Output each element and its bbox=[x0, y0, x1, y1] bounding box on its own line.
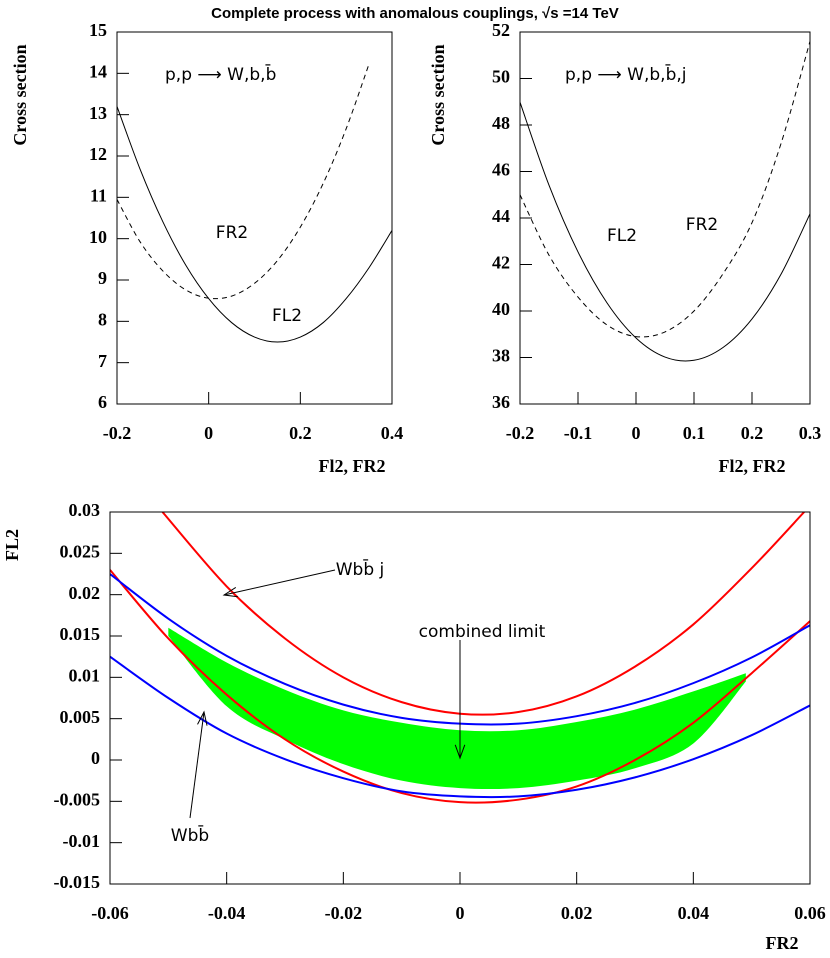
y-tick-label: 48 bbox=[492, 113, 510, 133]
y-tick-label: 6 bbox=[98, 392, 107, 412]
x-tick-label: 0.4 bbox=[381, 423, 404, 443]
process-label: p,p ⟶ W,b,b̄,j bbox=[565, 63, 687, 85]
y-tick-label: 0.02 bbox=[69, 583, 101, 603]
annotation: Wbb̄ bbox=[171, 824, 209, 846]
arrow-head bbox=[454, 744, 466, 760]
y-tick-label: 15 bbox=[89, 20, 107, 40]
frame bbox=[519, 31, 811, 405]
curve bbox=[161, 512, 805, 716]
x-axis-label: FR2 bbox=[766, 933, 799, 953]
x-axis-label: Fl2, FR2 bbox=[319, 456, 386, 476]
x-tick-label: 0.06 bbox=[794, 903, 826, 923]
curve bbox=[520, 102, 810, 362]
x-tick-label: -0.2 bbox=[103, 423, 132, 443]
y-tick-label: 0.015 bbox=[60, 624, 101, 644]
curve-label: FL2 bbox=[607, 226, 637, 246]
y-tick-label: 0 bbox=[91, 748, 100, 768]
x-tick-label: -0.1 bbox=[564, 423, 593, 443]
y-tick-label: 52 bbox=[492, 20, 510, 40]
y-tick-label: 40 bbox=[492, 299, 510, 319]
curve bbox=[520, 41, 810, 338]
x-tick-label: -0.04 bbox=[208, 903, 246, 923]
y-tick-label: 36 bbox=[492, 392, 510, 412]
y-tick-label: 14 bbox=[89, 61, 107, 81]
x-tick-label: -0.2 bbox=[506, 423, 535, 443]
arrow-line bbox=[223, 569, 336, 596]
x-tick-label: -0.06 bbox=[91, 903, 129, 923]
curve bbox=[117, 106, 392, 343]
band bbox=[168, 627, 746, 790]
y-tick-label: -0.015 bbox=[54, 872, 101, 892]
x-tick-label: 0 bbox=[204, 423, 213, 443]
y-tick-label: 12 bbox=[89, 144, 107, 164]
y-tick-label: -0.01 bbox=[63, 831, 101, 851]
y-tick-label: 0.01 bbox=[69, 665, 101, 685]
y-tick-label: 0.025 bbox=[60, 541, 101, 561]
annotation: Wbb̄ j bbox=[336, 558, 385, 580]
y-tick-label: 8 bbox=[98, 309, 107, 329]
y-tick-label: 0.005 bbox=[60, 707, 101, 727]
annotation: combined limit bbox=[419, 622, 546, 642]
curve-label: FR2 bbox=[686, 215, 718, 235]
arrow-head bbox=[222, 587, 238, 598]
frame bbox=[116, 31, 393, 405]
y-tick-label: 38 bbox=[492, 346, 510, 366]
curve-label: FL2 bbox=[272, 306, 302, 326]
x-tick-label: 0.04 bbox=[678, 903, 710, 923]
y-tick-label: 42 bbox=[492, 253, 510, 273]
arrow-head bbox=[197, 710, 208, 726]
arrow-line bbox=[189, 711, 205, 819]
curve bbox=[117, 63, 370, 300]
y-tick-label: 9 bbox=[98, 268, 107, 288]
x-tick-label: 0.1 bbox=[683, 423, 706, 443]
y-axis-label: FL2 bbox=[2, 529, 22, 561]
y-tick-label: 13 bbox=[89, 103, 107, 123]
figure-title: Complete process with anomalous coupling… bbox=[211, 5, 619, 22]
y-axis-label: Cross section bbox=[10, 44, 30, 145]
y-axis-label: Cross section bbox=[428, 44, 448, 145]
x-axis-label: Fl2, FR2 bbox=[719, 456, 786, 476]
curve-label: FR2 bbox=[216, 223, 248, 243]
plot-area bbox=[520, 41, 810, 362]
y-tick-label: 10 bbox=[89, 227, 107, 247]
x-tick-label: 0.3 bbox=[799, 423, 822, 443]
y-tick-label: 0.03 bbox=[69, 500, 101, 520]
x-tick-label: -0.02 bbox=[325, 903, 363, 923]
y-tick-label: 50 bbox=[492, 67, 510, 87]
y-tick-label: 11 bbox=[90, 185, 107, 205]
process-label: p,p ⟶ W,b,b̄ bbox=[165, 63, 276, 85]
y-tick-label: 44 bbox=[492, 206, 510, 226]
y-tick-label: 7 bbox=[98, 351, 107, 371]
y-tick-label: -0.005 bbox=[54, 789, 101, 809]
x-tick-label: 0.2 bbox=[289, 423, 312, 443]
x-tick-label: 0.02 bbox=[561, 903, 593, 923]
curve bbox=[110, 655, 810, 799]
x-tick-label: 0 bbox=[456, 903, 465, 923]
curve bbox=[110, 569, 810, 804]
x-tick-label: 0 bbox=[632, 423, 641, 443]
x-tick-label: 0.2 bbox=[741, 423, 764, 443]
plot-area bbox=[117, 63, 392, 343]
y-tick-label: 46 bbox=[492, 160, 510, 180]
